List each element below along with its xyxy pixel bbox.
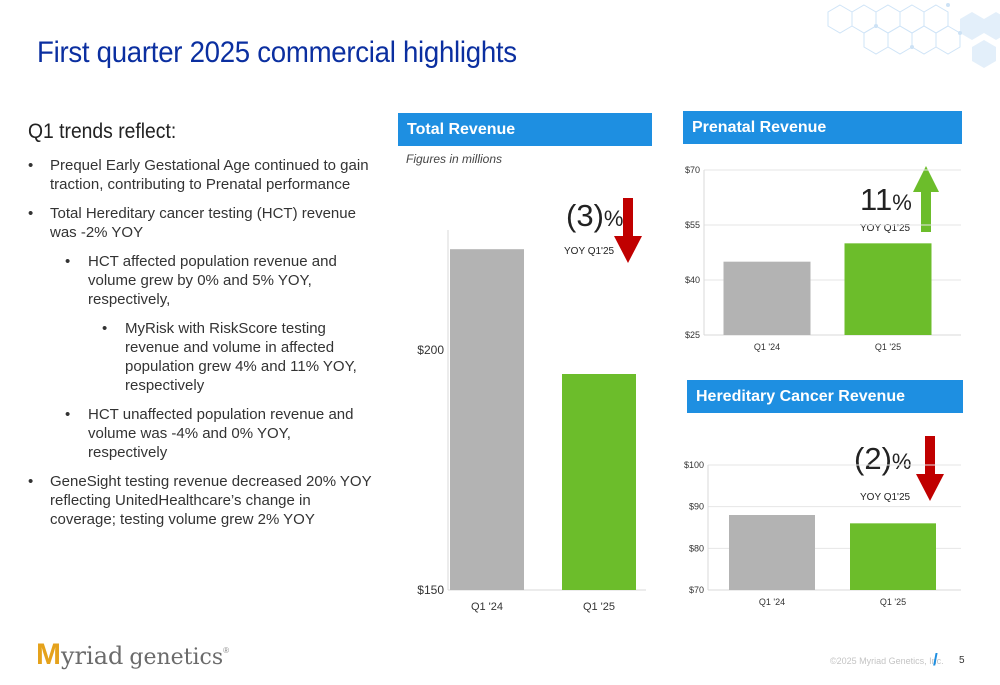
y-tick-label: $80: [689, 543, 704, 553]
x-tick-label: Q1 '24: [471, 601, 503, 613]
trends-heading: Q1 trends reflect:: [28, 120, 177, 143]
total-revenue-header: Total Revenue: [398, 113, 652, 146]
y-tick-label: $70: [685, 165, 700, 175]
hereditary-yoy-percent: %: [891, 449, 912, 474]
footer-slash-mark: /: [933, 650, 938, 669]
bar: [844, 243, 932, 335]
y-tick-label: $90: [689, 502, 704, 512]
total-yoy-percent: %: [603, 206, 624, 231]
total-yoy-number: (3): [566, 198, 604, 233]
bullet-item: Prequel Early Gestational Age continued …: [28, 156, 373, 194]
logo-name: yriad: [61, 642, 124, 670]
logo-mark: M: [36, 638, 61, 671]
y-tick-label: $200: [417, 343, 444, 357]
hexagon-decoration: [827, 3, 1000, 68]
bullet-item: Total Hereditary cancer testing (HCT) re…: [28, 204, 373, 242]
bar: [723, 261, 811, 335]
trends-bullet-list: Prequel Early Gestational Age continued …: [28, 156, 373, 539]
hereditary-yoy-number: (2): [854, 441, 892, 476]
hereditary-yoy-label: YOY Q1'25: [860, 492, 911, 503]
total-revenue-chart: $150 $200 Q1 '24 Q1 '25: [417, 230, 646, 613]
hereditary-yoy-value: (2)%: [854, 441, 911, 477]
hereditary-cancer-revenue-header: Hereditary Cancer Revenue: [687, 380, 963, 413]
y-tick-label: $150: [417, 583, 444, 597]
prenatal-yoy-label: YOY Q1'25: [860, 223, 911, 234]
down-arrow-icon: [614, 198, 642, 263]
page-number: 5: [959, 655, 965, 666]
copyright-text: ©2025 Myriad Genetics, Inc.: [830, 656, 944, 666]
bullet-item: HCT affected population revenue and volu…: [28, 252, 373, 309]
logo-subtext: genetics: [129, 645, 224, 670]
prenatal-revenue-header: Prenatal Revenue: [683, 111, 962, 144]
bar: [850, 523, 936, 590]
prenatal-yoy-number: 11: [860, 182, 893, 217]
logo-registered: ®: [223, 646, 230, 655]
y-tick-label: $100: [684, 460, 704, 470]
bullet-item: MyRisk with RiskScore testing revenue an…: [28, 319, 373, 395]
y-tick-label: $25: [685, 330, 700, 340]
x-tick-label: Q1 '25: [583, 601, 615, 613]
down-arrow-icon: [916, 436, 944, 501]
y-tick-label: $40: [685, 275, 700, 285]
bar: [450, 249, 524, 590]
total-yoy-label: YOY Q1'25: [564, 246, 615, 257]
x-tick-label: Q1 '25: [880, 597, 906, 607]
prenatal-yoy-value: 11%: [860, 182, 912, 218]
x-tick-label: Q1 '24: [754, 342, 780, 352]
bullet-item: HCT unaffected population revenue and vo…: [28, 405, 373, 462]
bar: [562, 374, 636, 590]
y-tick-label: $70: [689, 585, 704, 595]
y-tick-label: $55: [685, 220, 700, 230]
total-yoy-value: (3)%: [566, 198, 623, 234]
slide-title: First quarter 2025 commercial highlights: [37, 36, 517, 69]
bullet-item: GeneSight testing revenue decreased 20% …: [28, 472, 373, 529]
x-tick-label: Q1 '24: [759, 597, 785, 607]
x-tick-label: Q1 '25: [875, 342, 901, 352]
bar: [729, 515, 815, 590]
myriad-genetics-logo: Myriad genetics®: [36, 638, 229, 672]
up-arrow-icon: [913, 166, 939, 232]
prenatal-yoy-percent: %: [892, 190, 912, 215]
prenatal-revenue-chart: $25 $40 $55 $70 Q1 '24 Q1 '25: [685, 165, 961, 352]
figures-note: Figures in millions: [406, 152, 503, 166]
hereditary-cancer-revenue-chart: $70 $80 $90 $100 Q1 '24 Q1 '25: [684, 460, 961, 607]
